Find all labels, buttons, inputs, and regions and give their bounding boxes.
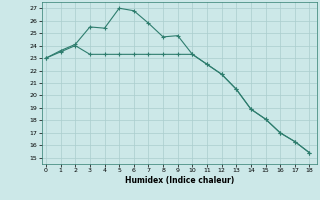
X-axis label: Humidex (Indice chaleur): Humidex (Indice chaleur) (124, 176, 234, 185)
